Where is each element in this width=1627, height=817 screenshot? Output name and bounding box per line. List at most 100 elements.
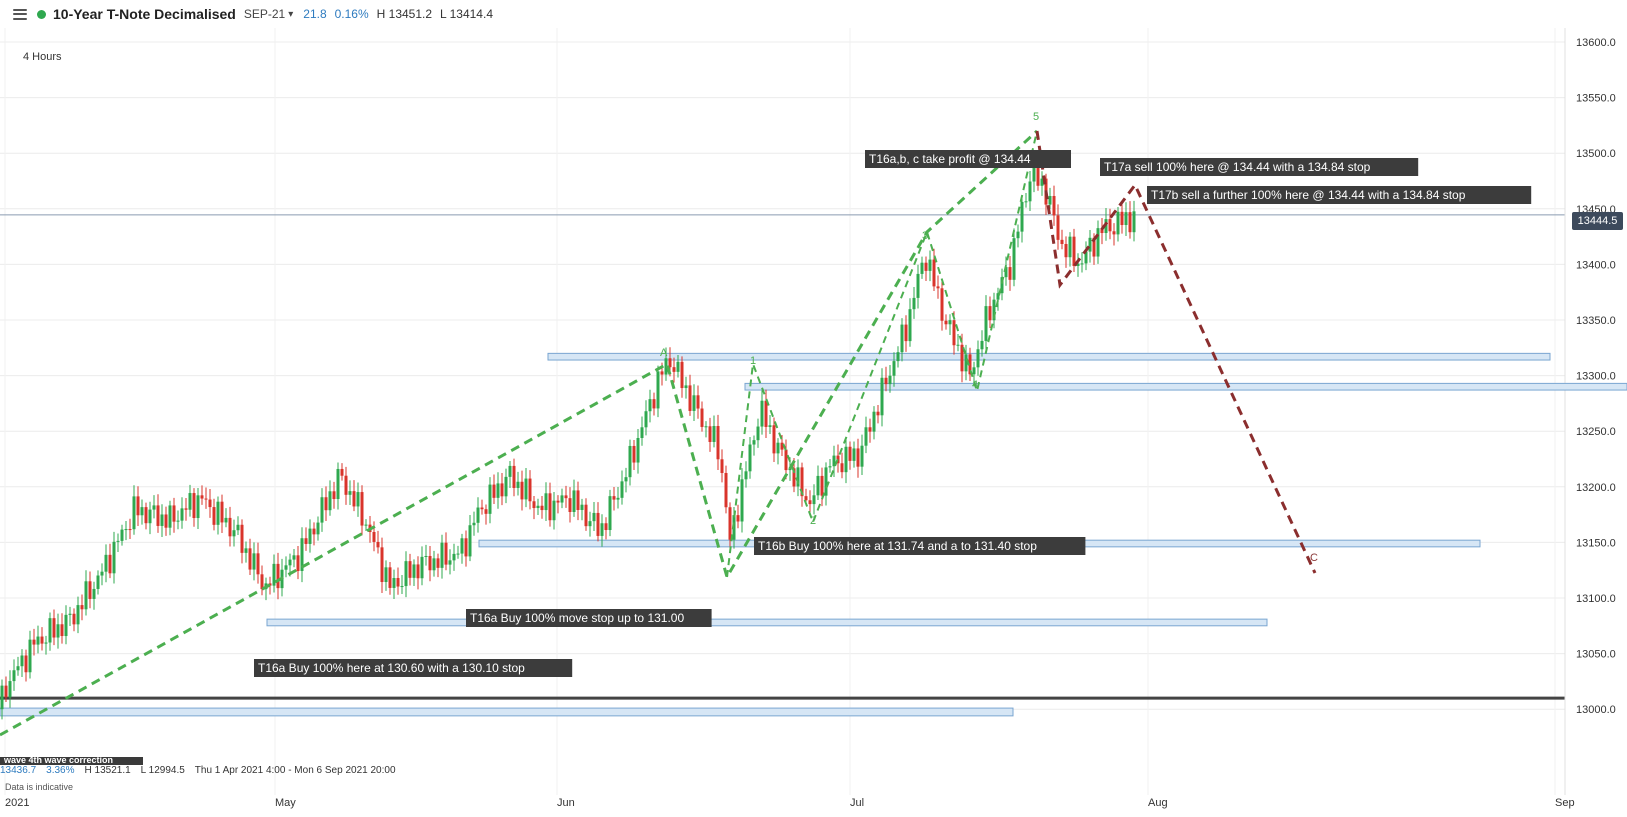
candle-body — [148, 509, 152, 524]
price-axis-label: 13550.0 — [1576, 93, 1616, 105]
candle-body — [64, 614, 68, 637]
candle-body — [844, 446, 848, 473]
ohlc-open: 13436.7 — [0, 765, 37, 776]
candle-body — [764, 400, 768, 427]
price-zone — [547, 352, 1551, 361]
candle-body — [20, 655, 24, 667]
candle-body — [0, 685, 4, 710]
candle-body — [984, 306, 988, 341]
candle-body — [548, 493, 552, 521]
chevron-down-icon[interactable]: ▾ — [288, 8, 294, 20]
candle-body — [500, 483, 504, 497]
candle-body — [980, 340, 984, 350]
candle-body — [92, 588, 96, 599]
candle-body — [592, 512, 596, 522]
candle-body — [676, 361, 680, 372]
candle-body — [132, 496, 136, 530]
candle-body — [900, 324, 904, 353]
price-zone — [744, 382, 1627, 391]
candle-body — [284, 565, 288, 570]
candle-body — [164, 514, 168, 528]
candle-body — [736, 515, 740, 522]
candle-body — [392, 578, 396, 588]
candle-body — [568, 498, 572, 512]
candle-body — [1132, 211, 1136, 233]
candle-body — [444, 542, 448, 565]
candle-body — [928, 259, 932, 271]
candle-body — [1012, 238, 1016, 280]
time-axis: 2021 May Jun Jul Aug Sep — [0, 797, 1627, 815]
candle-body — [252, 553, 256, 570]
candle-body — [944, 320, 948, 325]
candle-body — [496, 483, 500, 498]
candle-body — [472, 522, 476, 526]
candle-body — [724, 472, 728, 508]
ohlc-low: L 12994.5 — [140, 765, 185, 776]
candle-body — [124, 529, 128, 531]
candle-body — [448, 560, 452, 565]
price-axis-label: 13000.0 — [1576, 704, 1616, 716]
candle-body — [1108, 219, 1112, 232]
candle-body — [576, 490, 580, 510]
candle-body — [424, 555, 428, 557]
candle-body — [364, 524, 368, 526]
candle-body — [860, 445, 864, 467]
candle-body — [876, 411, 880, 416]
candle-body — [16, 666, 20, 671]
annotation-text: T16a Buy 100% move stop up to 131.00 — [470, 611, 684, 625]
candle-body — [652, 399, 656, 409]
candle-body — [1096, 228, 1100, 257]
price-zone — [266, 618, 1268, 627]
candle-body — [916, 273, 920, 298]
timeframe-selector[interactable]: 4 Hours — [23, 51, 62, 63]
candle-body — [336, 468, 340, 500]
candle-body — [176, 520, 180, 522]
candle-body — [40, 636, 44, 644]
candle-body — [868, 427, 872, 432]
candle-body — [912, 297, 916, 310]
candle-body — [888, 375, 892, 385]
candle-body — [44, 642, 48, 644]
price-axis: 13600.013550.013500.013450.013400.013350… — [1576, 37, 1616, 716]
candle-body — [1024, 201, 1028, 203]
candle-body — [1000, 277, 1004, 294]
candle-body — [644, 411, 648, 428]
candle-body — [56, 624, 60, 638]
candle-body — [596, 512, 600, 536]
contract-selector[interactable]: SEP-21 — [243, 7, 286, 21]
menu-icon[interactable] — [13, 8, 27, 20]
candle-body — [608, 496, 612, 531]
candle-body — [156, 505, 160, 526]
candle-body — [960, 344, 964, 372]
candle-body — [504, 476, 508, 497]
candle-body — [168, 505, 172, 528]
candle-body — [1008, 267, 1012, 280]
candle-body — [672, 367, 676, 372]
candle-body — [712, 426, 716, 442]
wave-label: 2 — [810, 515, 816, 527]
candle-body — [72, 613, 76, 625]
candle-body — [776, 442, 780, 454]
candle-body — [276, 563, 280, 589]
candle-body — [464, 538, 468, 557]
candle-body — [748, 444, 752, 472]
candle-body — [428, 555, 432, 571]
candle-body — [308, 528, 312, 544]
candle-body — [728, 507, 732, 540]
candle-body — [4, 685, 8, 698]
candle-body — [948, 320, 952, 325]
price-axis-label: 13250.0 — [1576, 426, 1616, 438]
candle-body — [172, 505, 176, 522]
candle-body — [268, 583, 272, 586]
candle-body — [1004, 267, 1008, 278]
candle-body — [632, 445, 636, 463]
candle-body — [924, 262, 928, 271]
candle-body — [640, 427, 644, 439]
candle-body — [756, 426, 760, 441]
candle-body — [296, 555, 300, 571]
wave-label: 4 — [972, 379, 978, 391]
price-change: 21.8 — [303, 7, 327, 21]
candle-body — [684, 385, 688, 389]
candle-body — [708, 426, 712, 442]
